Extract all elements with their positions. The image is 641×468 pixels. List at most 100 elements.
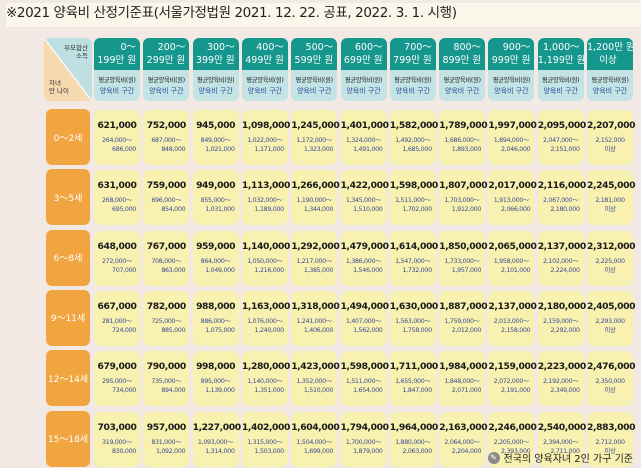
average-support-value: 945,000 bbox=[196, 120, 236, 131]
range-max-value: 이상 bbox=[604, 387, 616, 395]
support-range-label: 양육비 구간 bbox=[99, 87, 135, 95]
table-cell: 1,163,000 1,076,000～ 1,240,000 bbox=[241, 290, 291, 346]
range-max-value: 1,075,000 bbox=[205, 326, 235, 334]
income-range-label: 1,200만 원 이상 bbox=[587, 38, 633, 70]
range-min-value: 1,050,000～ bbox=[247, 257, 283, 265]
range-min-value: 708,000～ bbox=[151, 257, 182, 265]
range-min-value: 1,894,000～ bbox=[493, 137, 530, 144]
range-min-value: 1,703,000～ bbox=[444, 197, 480, 205]
range-max-value: 1,847,000 bbox=[402, 387, 432, 395]
range-min-value: 687,000～ bbox=[151, 137, 182, 144]
age-row-label: 9～11세 bbox=[46, 289, 90, 346]
average-support-label: 평균양육비(원) bbox=[295, 77, 334, 84]
table-cell: 667,000 281,000～ 724,000 bbox=[94, 290, 140, 346]
income-column-header: 800～ 899만 원 평균양육비(원) 양육비 구간 bbox=[439, 38, 486, 101]
support-range-label: 양육비 구간 bbox=[149, 87, 184, 95]
range-min-value: 2,192,000～ bbox=[543, 378, 579, 386]
range-min-value: 1,913,000～ bbox=[493, 197, 530, 205]
income-range-label: 200～ 299만 원 bbox=[143, 38, 190, 70]
average-support-value: 667,000 bbox=[97, 300, 137, 312]
income-range-label: 700～ 799만 원 bbox=[389, 38, 436, 70]
range-max-value: 2,046,000 bbox=[501, 146, 531, 153]
range-min-value: 831,000～ bbox=[151, 438, 182, 446]
average-support-value: 1,113,000 bbox=[241, 180, 291, 192]
table-corner-header: 부모합산 소득 자녀 만 나이 bbox=[44, 38, 92, 101]
table-cell: 703,000 319,000～ 830,000 bbox=[94, 411, 140, 467]
average-support-label: 평균양육비(원) bbox=[591, 77, 629, 84]
range-max-value: 2,071,000 bbox=[451, 387, 482, 395]
income-range-label: 500～ 599만 원 bbox=[291, 38, 338, 70]
average-support-value: 2,137,000 bbox=[488, 300, 537, 312]
table-cell: 1,794,000 1,700,000～ 1,879,000 bbox=[340, 411, 390, 467]
table-cell: 988,000 886,000～ 1,075,000 bbox=[192, 290, 239, 346]
table-cell: 2,159,000 2,072,000～ 2,191,000 bbox=[488, 351, 537, 407]
range-min-value: 1,504,000～ bbox=[296, 438, 333, 446]
page-title: ※2021 양육비 산정기준표(서울가정법원 2021. 12. 22. 공표,… bbox=[6, 3, 641, 27]
range-max-value: 1,510,000 bbox=[353, 206, 383, 214]
table-cell: 2,137,000 2,013,000～ 2,158,000 bbox=[488, 290, 537, 346]
average-support-value: 2,246,000 bbox=[488, 421, 537, 433]
range-min-value: 864,000～ bbox=[200, 257, 231, 265]
range-min-value: 1,848,000～ bbox=[444, 378, 480, 386]
table-cell: 1,318,000 1,241,000～ 1,406,000 bbox=[291, 290, 340, 346]
table-cell: 998,000 895,000～ 1,139,000 bbox=[192, 351, 239, 407]
table-cell: 1,266,000 1,190,000～ 1,344,000 bbox=[291, 170, 340, 226]
average-support-label: 평균양육비(원) bbox=[147, 77, 186, 84]
table-cell: 2,476,000 2,350,000 이상 bbox=[587, 351, 636, 407]
table-cell: 1,807,000 1,703,000～ 1,912,000 bbox=[439, 170, 488, 226]
support-range-label: 양육비 구간 bbox=[247, 87, 283, 95]
average-support-value: 1,984,000 bbox=[439, 361, 488, 373]
table-cell: 1,113,000 1,032,000～ 1,189,000 bbox=[241, 170, 291, 226]
income-range-label: 0～ 199만 원 bbox=[94, 38, 140, 70]
average-support-value: 2,207,000 bbox=[587, 120, 636, 131]
range-max-value: 2,180,000 bbox=[550, 206, 580, 214]
range-max-value: 2,204,000 bbox=[451, 447, 482, 455]
range-max-value: 1,139,000 bbox=[205, 387, 235, 395]
range-max-value: 1,491,000 bbox=[353, 146, 383, 153]
average-support-label: 평균양육비(원) bbox=[196, 77, 235, 84]
income-column-header: 300～ 399만 원 평균양육비(원) 양육비 구간 bbox=[192, 38, 239, 101]
range-min-value: 2,394,000～ bbox=[543, 438, 579, 446]
table-cell: 2,312,000 2,225,000 이상 bbox=[587, 230, 636, 286]
table-cell: 2,405,000 2,293,000 이상 bbox=[587, 290, 636, 346]
range-min-value: 1,759,000～ bbox=[444, 317, 480, 325]
range-max-value: 2,063,000 bbox=[402, 447, 432, 455]
income-column-header: 1,000～ 1,199만 원 평균양육비(원) 양육비 구간 bbox=[537, 38, 584, 101]
range-max-value: 2,393,000 bbox=[501, 447, 531, 455]
range-max-value: 1,879,000 bbox=[353, 447, 383, 455]
range-max-value: 1,654,000 bbox=[353, 387, 383, 395]
average-support-value: 1,794,000 bbox=[340, 421, 390, 433]
range-max-value: 2,101,000 bbox=[501, 266, 531, 274]
range-min-value: 2,225,000 bbox=[595, 257, 625, 265]
support-range-label: 양육비 구간 bbox=[395, 87, 431, 95]
table-cell: 1,604,000 1,504,000～ 1,699,000 bbox=[291, 411, 340, 467]
range-min-value: 2,152,000 bbox=[595, 137, 625, 144]
range-max-value: 이상 bbox=[604, 146, 616, 153]
table-cell: 1,789,000 1,686,000～ 1,893,000 bbox=[439, 110, 488, 165]
range-min-value: 1,172,000～ bbox=[296, 137, 333, 144]
average-support-value: 648,000 bbox=[97, 240, 137, 252]
range-min-value: 2,067,000～ bbox=[543, 197, 579, 205]
table-cell: 1,850,000 1,733,000～ 1,957,000 bbox=[439, 230, 488, 286]
table-cell: 1,494,000 1,407,000～ 1,562,000 bbox=[340, 290, 389, 346]
table-cell: 2,223,000 2,192,000～ 2,349,000 bbox=[537, 351, 586, 407]
range-min-value: 1,511,000～ bbox=[345, 378, 382, 386]
range-min-value: 1,093,000～ bbox=[197, 438, 234, 446]
average-support-value: 2,163,000 bbox=[439, 421, 488, 433]
average-support-value: 1,163,000 bbox=[241, 300, 291, 312]
average-support-value: 2,095,000 bbox=[537, 120, 587, 131]
average-support-value: 621,000 bbox=[97, 120, 137, 131]
range-max-value: 1,031,000 bbox=[205, 206, 235, 214]
average-support-value: 2,312,000 bbox=[587, 240, 636, 252]
table-cell: 2,180,000 2,159,000～ 2,292,000 bbox=[537, 290, 586, 346]
income-column-header: 500～ 599만 원 평균양육비(원) 양육비 구간 bbox=[291, 38, 338, 101]
table-cell: 1,614,000 1,547,000～ 1,732,000 bbox=[389, 230, 438, 286]
table-cell: 2,137,000 2,102,000～ 2,224,000 bbox=[537, 230, 586, 286]
range-min-value: 1,733,000～ bbox=[444, 257, 480, 265]
income-column-header: 0～ 199만 원 평균양육비(원) 양육비 구간 bbox=[94, 38, 140, 101]
average-support-value: 2,540,000 bbox=[537, 421, 587, 433]
footnote: ✎ 전국의 양육자녀 2인 가구 기준 bbox=[487, 450, 633, 465]
range-min-value: 268,000～ bbox=[102, 197, 132, 205]
range-min-value: 2,072,000～ bbox=[493, 378, 530, 386]
